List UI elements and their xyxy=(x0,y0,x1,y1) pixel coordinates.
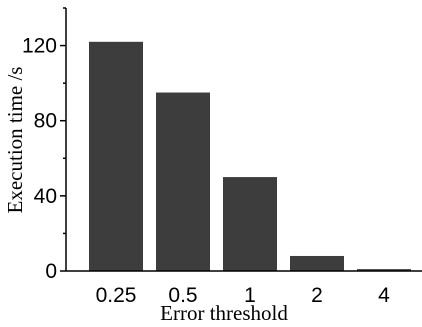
y-tick-label: 120 xyxy=(22,35,57,58)
x-axis-title: Error threshold xyxy=(160,301,288,325)
bar-0.5 xyxy=(156,92,210,272)
bar-1 xyxy=(223,177,277,271)
bar-0.25 xyxy=(89,41,143,271)
y-tick-label: 40 xyxy=(34,185,57,208)
x-tick-label: 4 xyxy=(378,284,390,307)
y-axis-title: Execution time /s xyxy=(3,67,27,214)
bar-4 xyxy=(357,269,411,271)
x-tick-label: 0.5 xyxy=(168,284,197,307)
bar-2 xyxy=(290,255,344,271)
x-tick-label: 2 xyxy=(311,284,323,307)
axes-group xyxy=(65,8,422,272)
y-tick-label: 80 xyxy=(34,110,57,133)
bars-group xyxy=(89,41,411,272)
y-tick-label: 0 xyxy=(45,260,57,283)
x-tick-label: 0.25 xyxy=(96,284,137,307)
y-ticks-group: 0 40 80 120 xyxy=(22,7,66,283)
x-tick-label: 1 xyxy=(244,284,256,307)
x-ticks-group: 0.25 0.5 1 2 4 xyxy=(96,284,391,307)
